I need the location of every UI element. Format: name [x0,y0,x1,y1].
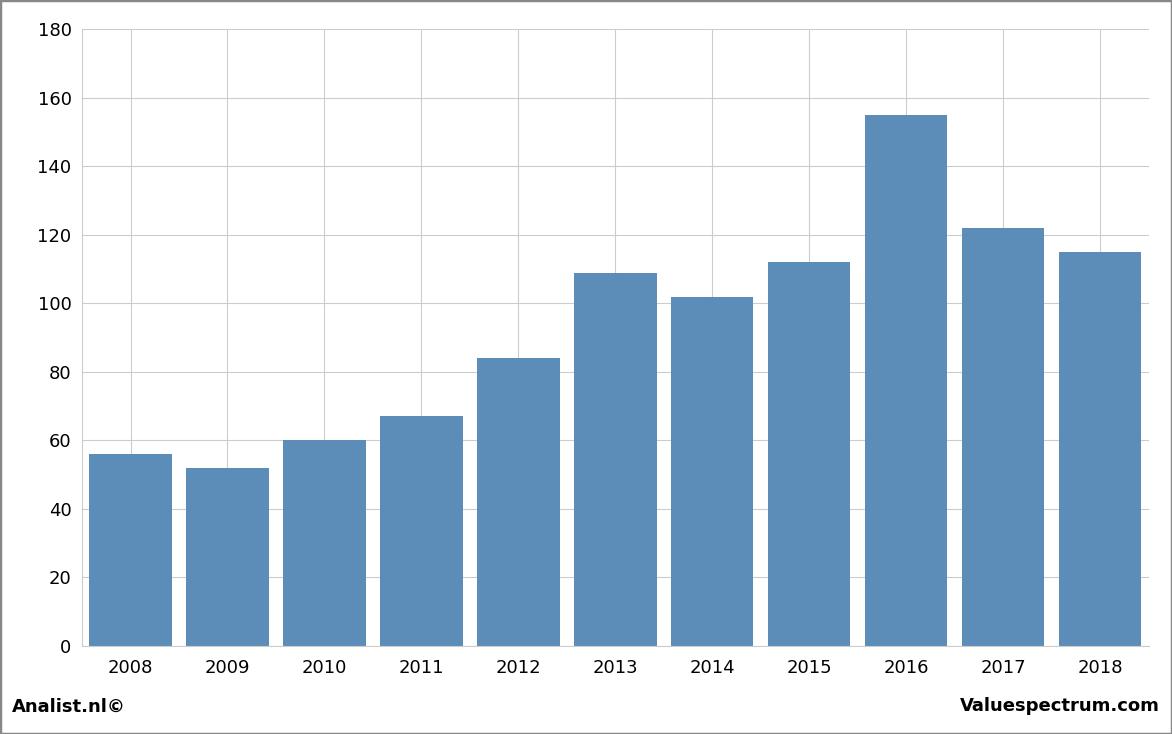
Bar [574,272,656,646]
Bar [284,440,366,646]
Bar [186,468,268,646]
Bar [1058,252,1142,646]
Text: Analist.nl©: Analist.nl© [12,697,125,716]
Bar [672,297,754,646]
Bar [865,115,947,646]
Bar [768,262,851,646]
Bar [380,416,463,646]
Bar [89,454,172,646]
Bar [962,228,1044,646]
Text: Valuespectrum.com: Valuespectrum.com [960,697,1160,716]
Bar [477,358,559,646]
